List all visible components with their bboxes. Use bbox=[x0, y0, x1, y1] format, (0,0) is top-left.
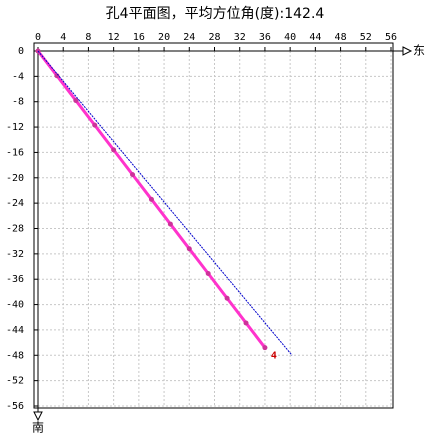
y-tick-label: -8 bbox=[12, 97, 24, 108]
x-tick-label: 48 bbox=[335, 32, 347, 43]
y-tick-label: -16 bbox=[6, 147, 24, 158]
x-tick-label: 0 bbox=[35, 32, 41, 43]
x-tick-label: 52 bbox=[360, 32, 372, 43]
y-tick-label: -56 bbox=[6, 401, 24, 412]
series-point bbox=[262, 345, 268, 351]
series-point bbox=[130, 172, 136, 178]
series-point bbox=[224, 295, 230, 301]
y-tick-label: -24 bbox=[6, 198, 24, 209]
y-tick-label: -4 bbox=[12, 71, 24, 82]
series-point bbox=[205, 271, 211, 277]
x-axis-label: 东 bbox=[413, 44, 425, 58]
x-tick-label: 28 bbox=[208, 32, 220, 43]
x-tick-label: 8 bbox=[85, 32, 91, 43]
y-axis-arrow bbox=[33, 411, 43, 422]
x-tick-label: 24 bbox=[183, 32, 195, 43]
x-tick-label: 16 bbox=[133, 32, 145, 43]
y-tick-label: -12 bbox=[6, 122, 24, 133]
y-axis-label: 南 bbox=[32, 420, 44, 435]
y-tick-label: -28 bbox=[6, 224, 24, 235]
x-tick-label: 36 bbox=[259, 32, 271, 43]
series-point bbox=[167, 221, 173, 227]
y-tick-label: -32 bbox=[6, 249, 24, 260]
y-tick-label: 0 bbox=[18, 46, 24, 57]
y-tick-label: -36 bbox=[6, 274, 24, 285]
end-label: 4 bbox=[271, 351, 277, 362]
series-point bbox=[243, 320, 249, 326]
x-axis-arrow bbox=[402, 46, 413, 56]
series-point bbox=[148, 196, 154, 202]
x-tick-label: 40 bbox=[284, 32, 296, 43]
y-tick-label: -20 bbox=[6, 173, 24, 184]
series-point bbox=[92, 122, 98, 128]
x-tick-label: 44 bbox=[309, 32, 321, 43]
series-line bbox=[37, 50, 293, 356]
series-point bbox=[186, 246, 192, 252]
x-tick-label: 4 bbox=[60, 32, 66, 43]
x-tick-label: 32 bbox=[234, 32, 246, 43]
x-tick-label: 56 bbox=[385, 32, 397, 43]
y-tick-label: -48 bbox=[6, 350, 24, 361]
y-tick-label: -44 bbox=[6, 325, 24, 336]
series-point bbox=[111, 147, 117, 153]
y-tick-label: -52 bbox=[6, 376, 24, 387]
series-point bbox=[54, 73, 60, 79]
series-point bbox=[73, 97, 79, 103]
plot-frame bbox=[33, 42, 394, 409]
x-tick-label: 20 bbox=[158, 32, 170, 43]
chart-title: 孔4平面图，平均方位角(度):142.4 bbox=[106, 6, 325, 22]
x-tick-label: 12 bbox=[108, 32, 120, 43]
y-tick-label: -40 bbox=[6, 300, 24, 311]
